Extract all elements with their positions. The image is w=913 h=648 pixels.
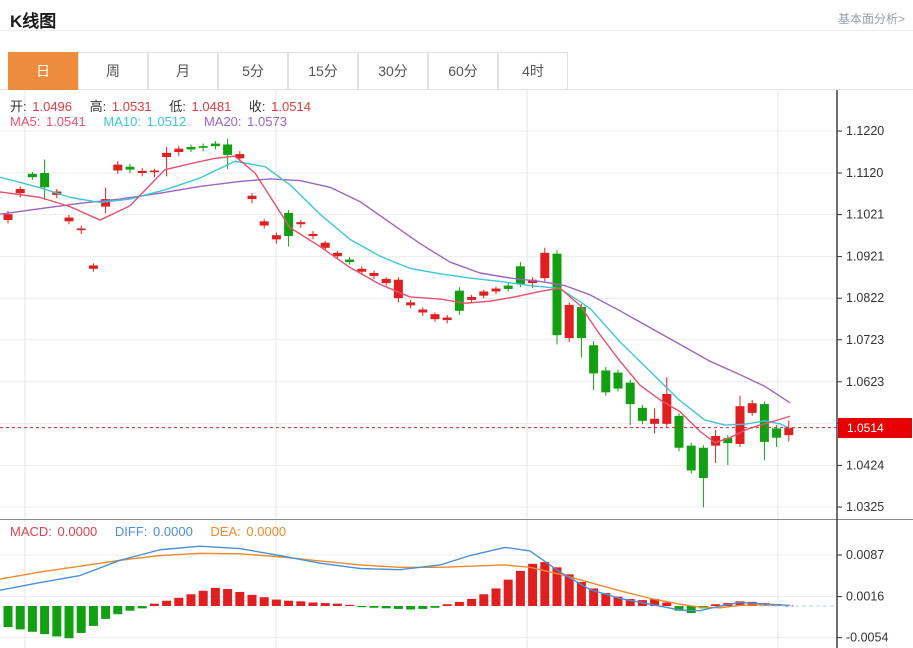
svg-text:1.0822: 1.0822	[846, 291, 884, 305]
chart-area[interactable]: 1.1220 1.1120 1.1021 1.0921 1.0822 1.0723 1.06…	[0, 90, 913, 648]
tab-daily[interactable]: 日	[8, 52, 78, 90]
svg-text:-0.0054: -0.0054	[846, 631, 888, 645]
tab-4hour[interactable]: 4时	[498, 52, 568, 90]
svg-text:1.0623: 1.0623	[846, 375, 884, 389]
svg-text:0.0016: 0.0016	[846, 590, 884, 604]
kline-macd-canvas[interactable]: 1.1220 1.1120 1.1021 1.0921 1.0822 1.0723 1.06…	[0, 90, 913, 648]
svg-text:1.0921: 1.0921	[846, 250, 884, 264]
period-tabbar: 日 周 月 5分 15分 30分 60分 4时	[0, 52, 913, 90]
svg-text:1.1021: 1.1021	[846, 208, 884, 222]
header-divider	[0, 30, 913, 31]
tab-30min[interactable]: 30分	[358, 52, 428, 90]
fundamental-analysis-link[interactable]: 基本面分析>	[837, 12, 905, 26]
page-title: K线图	[10, 12, 57, 31]
svg-text:0.0087: 0.0087	[846, 548, 884, 562]
tab-60min[interactable]: 60分	[428, 52, 498, 90]
header: K线图 基本面分析>	[0, 0, 913, 31]
svg-text:1.0723: 1.0723	[846, 333, 884, 347]
tab-monthly[interactable]: 月	[148, 52, 218, 90]
svg-text:1.1120: 1.1120	[846, 166, 883, 180]
svg-text:1.0325: 1.0325	[846, 500, 884, 514]
tab-5min[interactable]: 5分	[218, 52, 288, 90]
tab-weekly[interactable]: 周	[78, 52, 148, 90]
svg-text:1.0424: 1.0424	[846, 458, 884, 472]
last-price-tag: 1.0514	[838, 417, 912, 438]
svg-text:1.1220: 1.1220	[846, 124, 884, 138]
tab-15min[interactable]: 15分	[288, 52, 358, 90]
